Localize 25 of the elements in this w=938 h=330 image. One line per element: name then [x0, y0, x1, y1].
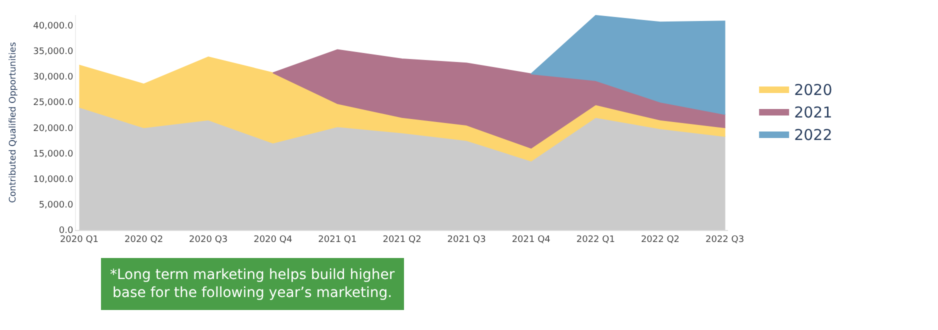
- legend-label: 2020: [794, 80, 832, 99]
- y-tick-label: 0.0: [58, 226, 74, 236]
- legend-label: 2021: [794, 103, 832, 122]
- x-tick-label: 2021 Q4: [512, 234, 551, 245]
- x-tick-label: 2020 Q2: [124, 234, 164, 245]
- x-tick-label: 2022 Q2: [640, 234, 680, 245]
- y-tick-label: 20,000.0: [33, 124, 74, 134]
- y-tick-label: 15,000.0: [33, 149, 74, 160]
- y-tick-label: 30,000.0: [33, 72, 74, 83]
- x-tick-label: 2021 Q1: [318, 234, 357, 245]
- y-tick-label: 10,000.0: [33, 174, 74, 185]
- legend-label: 2022: [794, 126, 832, 144]
- y-tick-label: 5,000.0: [38, 200, 74, 211]
- text: *Long term marketing helps build higher base for the following year’s marketing.: [110, 267, 395, 302]
- y-axis-title: Contributed Qualified Opportunities: [8, 42, 18, 203]
- x-tick-label: 2020 Q4: [254, 234, 292, 245]
- x-tick-label: 2022 Q3: [705, 234, 744, 245]
- y-tick-label: 25,000.0: [33, 98, 74, 108]
- y-tick-label: 35,000.0: [33, 46, 74, 57]
- x-tick-label: 2021 Q3: [447, 234, 486, 245]
- y-tick-label: 40,000.0: [33, 21, 74, 32]
- x-tick-label: 2020 Q3: [189, 234, 228, 245]
- x-tick-label: 2021 Q2: [382, 234, 422, 245]
- x-tick-label: 2020 Q1: [60, 234, 99, 245]
- x-tick-label: 2022 Q1: [576, 234, 615, 245]
